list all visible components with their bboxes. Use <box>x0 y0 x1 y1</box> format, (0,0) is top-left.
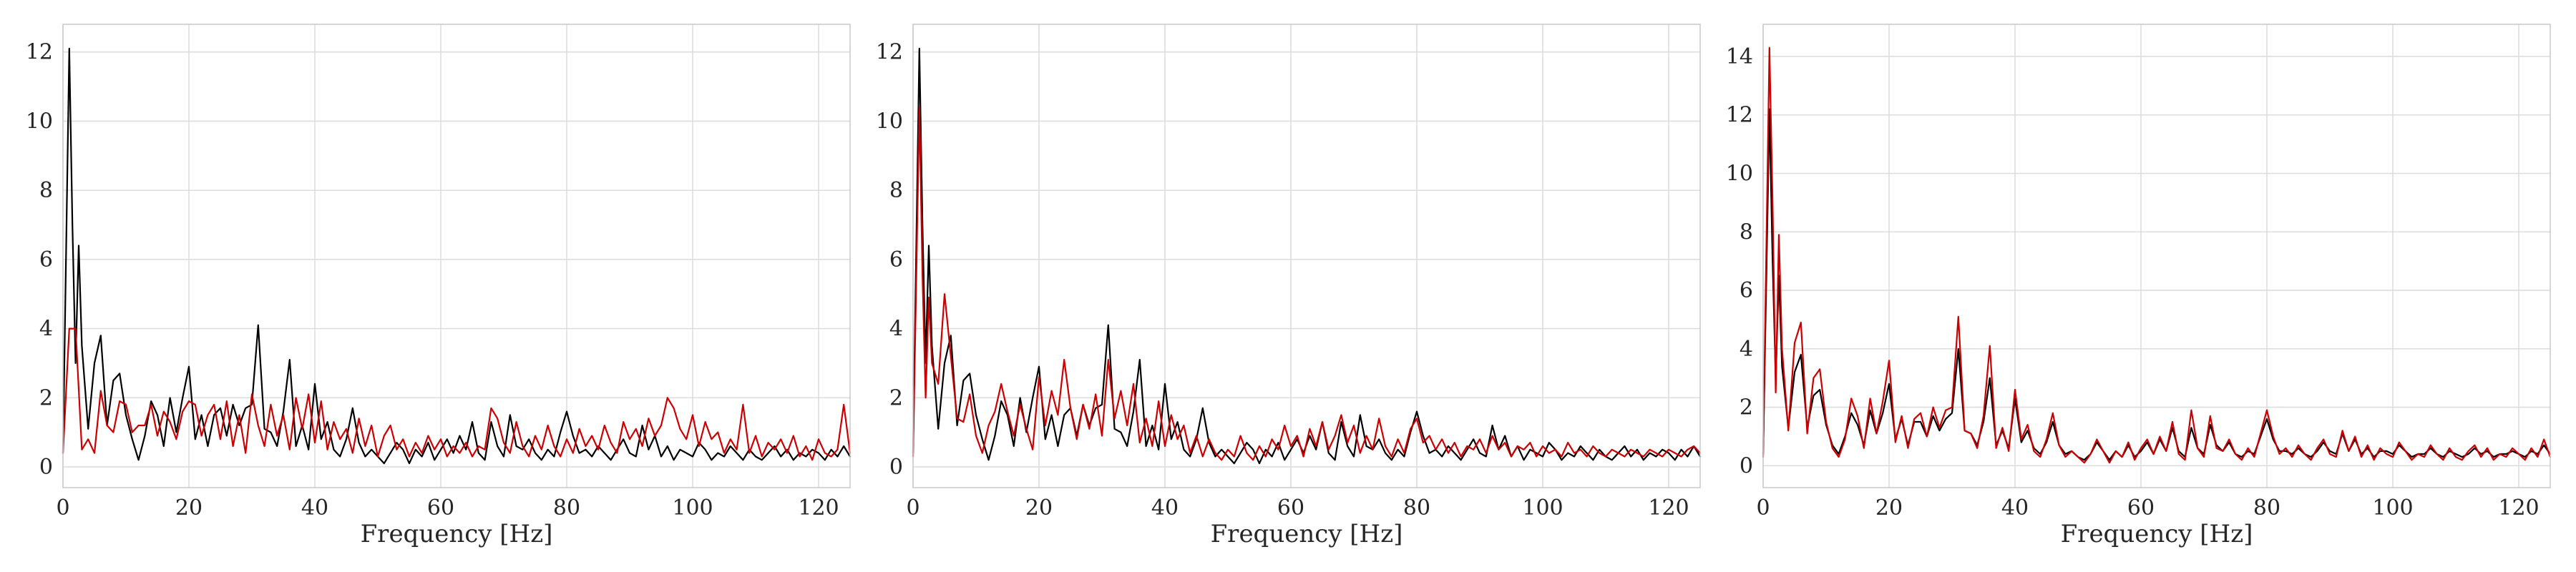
y-tick-label: 4 <box>889 317 903 342</box>
plot-area <box>63 24 850 488</box>
chart-panel-1: 0 20 40 60 80 100 120 0 2 4 6 8 10 12 Frequency [Hz] <box>26 24 852 548</box>
x-tick-label: 60 <box>427 495 454 521</box>
y-tick-label: 2 <box>889 385 903 410</box>
y-tick-label: 8 <box>1740 220 1753 245</box>
y-tick-label: 6 <box>39 247 53 272</box>
x-tick-label: 80 <box>553 495 580 521</box>
chart-panel-2: 0 20 40 60 80 100 120 0 2 4 6 8 10 12 Frequency [Hz] <box>876 24 1702 548</box>
y-tick-label: 6 <box>1740 278 1753 303</box>
y-tick-label: 0 <box>1740 453 1753 478</box>
x-tick-label: 40 <box>2001 495 2029 521</box>
axes-frame <box>62 24 851 488</box>
y-tick-label: 10 <box>1726 162 1753 187</box>
y-tick-label: 4 <box>39 317 53 342</box>
y-tick-label: 10 <box>26 109 53 134</box>
series-line-2 <box>62 327 852 461</box>
x-axis-label: Frequency [Hz] <box>2061 520 2253 548</box>
y-tick-label: 12 <box>1726 103 1753 128</box>
x-tick-label: 60 <box>2127 495 2155 521</box>
x-tick-label: 0 <box>1756 495 1770 521</box>
y-tick-label: 0 <box>39 455 53 480</box>
chart-panel-3: 0 20 40 60 80 100 120 0 2 4 6 8 10 12 14 Frequency [Hz] <box>1726 24 2552 548</box>
y-tick-label: 8 <box>39 178 53 203</box>
y-tick-label: 14 <box>1726 44 1753 69</box>
y-tick-label: 0 <box>889 455 903 480</box>
x-tick-label: 40 <box>301 495 328 521</box>
x-tick-label: 120 <box>1648 495 1689 521</box>
y-tick-label: 8 <box>889 178 903 203</box>
x-tick-label: 60 <box>1277 495 1304 521</box>
plot-area <box>913 24 1700 488</box>
axes-frame <box>912 24 1701 488</box>
x-axis-label: Frequency [Hz] <box>361 520 553 548</box>
x-tick-label: 120 <box>798 495 839 521</box>
x-tick-label: 80 <box>2253 495 2280 521</box>
x-tick-label: 0 <box>56 495 69 521</box>
y-tick-label: 2 <box>1740 395 1753 420</box>
y-tick-label: 12 <box>876 40 903 65</box>
plot-area <box>1763 24 2550 488</box>
y-tick-label: 6 <box>889 247 903 272</box>
series-line-2 <box>912 107 1702 461</box>
x-tick-label: 120 <box>2498 495 2539 521</box>
x-tick-label: 20 <box>175 495 203 521</box>
x-tick-label: 100 <box>672 495 713 521</box>
x-tick-label: 100 <box>1522 495 1563 521</box>
x-tick-label: 100 <box>2372 495 2413 521</box>
x-axis-label: Frequency [Hz] <box>1211 520 1403 548</box>
axes-frame <box>1762 24 2551 488</box>
series-line-2 <box>1762 46 2552 464</box>
x-tick-label: 80 <box>1403 495 1430 521</box>
x-tick-label: 20 <box>1875 495 1903 521</box>
y-tick-label: 4 <box>1740 337 1753 362</box>
x-tick-label: 40 <box>1151 495 1179 521</box>
y-tick-label: 12 <box>26 40 53 65</box>
series-line-1 <box>62 47 852 465</box>
x-tick-label: 0 <box>906 495 919 521</box>
x-tick-label: 20 <box>1025 495 1053 521</box>
y-tick-label: 2 <box>39 385 53 410</box>
y-tick-label: 10 <box>876 109 903 134</box>
